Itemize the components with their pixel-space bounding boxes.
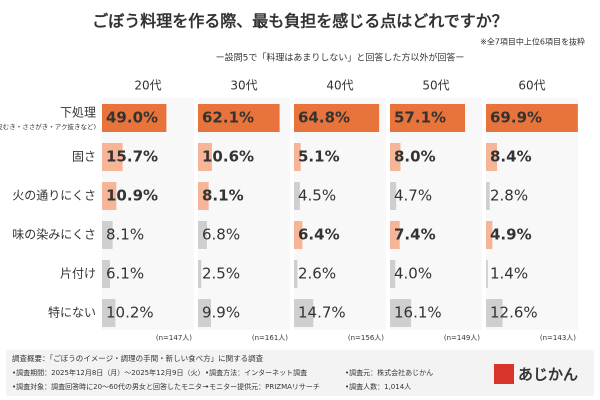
- value-label: 57.1%: [394, 109, 446, 127]
- bar: [486, 143, 498, 171]
- sample-size: (n=156人): [348, 334, 384, 342]
- value-label: 15.7%: [106, 148, 158, 166]
- value-label: 12.6%: [490, 304, 538, 322]
- sample-size: (n=161人): [252, 334, 288, 342]
- footer-item: •調査元：株式会社あじかん: [345, 368, 433, 377]
- value-label: 4.7%: [394, 187, 432, 205]
- bar: [102, 299, 116, 327]
- value-label: 2.8%: [490, 187, 528, 205]
- value-label: 8.1%: [106, 226, 144, 244]
- footer-box: [6, 350, 594, 396]
- bar: [486, 260, 488, 288]
- bar: [390, 221, 400, 249]
- value-label: 62.1%: [202, 109, 254, 127]
- footer-item: •調査方法：インターネット調査: [205, 368, 307, 377]
- title: ごぼう料理を作る際、最も負担を感じる点はどれですか？: [92, 12, 508, 31]
- subtitle: ー設問5で「料理はあまりしない」と回答した方以外が回答ー: [216, 52, 465, 64]
- bar: [102, 260, 111, 288]
- bar: [294, 143, 301, 171]
- bar: [390, 260, 396, 288]
- panel-title: 60代: [518, 79, 545, 93]
- bar: [102, 182, 117, 210]
- bar: [294, 104, 380, 132]
- logo: あじかん: [518, 366, 578, 384]
- value-label: 14.7%: [298, 304, 346, 322]
- value-label: 6.1%: [106, 265, 144, 283]
- category-note: (皮むき・ささがき・アク抜きなど): [0, 122, 96, 131]
- category-label: 片付け: [60, 267, 96, 281]
- category-label: 固さ: [72, 150, 96, 164]
- footer-item: •調査期間：2025年12月8日（月）～2025年12月9日（火）: [12, 368, 204, 377]
- bar: [198, 182, 209, 210]
- sample-size: (n=149人): [444, 334, 480, 342]
- bar: [390, 299, 412, 327]
- bar: [390, 104, 466, 132]
- panel-title: 20代: [134, 79, 161, 93]
- value-label: 5.1%: [298, 148, 340, 166]
- bar: [102, 143, 123, 171]
- value-label: 64.8%: [298, 109, 350, 127]
- sample-size: (n=147人): [156, 334, 192, 342]
- bar: [198, 260, 202, 288]
- value-label: 1.4%: [490, 265, 528, 283]
- bar: [486, 104, 578, 132]
- panel-bg: [390, 98, 482, 330]
- value-label: 8.0%: [394, 148, 436, 166]
- bar: [102, 221, 113, 249]
- category-label: 火の通りにくさ: [12, 189, 96, 203]
- value-label: 4.0%: [394, 265, 432, 283]
- value-label: 10.9%: [106, 187, 158, 205]
- footer-item: •モニター提供元：PRIZMAリサーチ: [205, 382, 320, 391]
- value-label: 69.9%: [490, 109, 542, 127]
- category-label: 味の染みにくさ: [12, 227, 96, 242]
- value-label: 49.0%: [106, 109, 158, 127]
- bar: [486, 182, 490, 210]
- panel-title: 50代: [422, 79, 449, 93]
- value-label: 7.4%: [394, 226, 436, 244]
- value-label: 6.8%: [202, 226, 240, 244]
- bar: [198, 221, 207, 249]
- bar: [198, 104, 280, 132]
- value-label: 8.1%: [202, 187, 244, 205]
- value-label: 2.5%: [202, 265, 240, 283]
- value-label: 10.2%: [106, 304, 154, 322]
- bar: [294, 299, 314, 327]
- category-label: 特にない: [48, 305, 96, 320]
- value-label: 4.5%: [298, 187, 336, 205]
- value-label: 4.9%: [490, 226, 532, 244]
- panel-title: 40代: [326, 79, 353, 93]
- value-label: 10.6%: [202, 148, 254, 166]
- bar: [390, 182, 397, 210]
- bar: [486, 221, 493, 249]
- panel-bg: [294, 98, 386, 330]
- footer-item: •調査対象：調査回答時に20～60代の男女と回答したモニター: [12, 382, 209, 391]
- panel-bg: [102, 98, 194, 330]
- bar: [390, 143, 401, 171]
- bar: [198, 299, 212, 327]
- note: ※全7項目中上位6項目を抜粋: [480, 37, 585, 47]
- bar: [294, 182, 300, 210]
- footer-item: •調査人数：1,014人: [345, 382, 411, 391]
- bar: [294, 221, 303, 249]
- value-label: 2.6%: [298, 265, 336, 283]
- panel-bg: [486, 98, 578, 330]
- panel-bg: [198, 98, 290, 330]
- value-label: 9.9%: [202, 304, 240, 322]
- category-label: 下処理: [60, 106, 96, 120]
- value-label: 16.1%: [394, 304, 442, 322]
- footer-heading: 調査概要：「ごぼうのイメージ・調理の手間・新しい食べ方」に関する調査: [12, 353, 264, 363]
- logo-icon: [494, 364, 514, 384]
- value-label: 6.4%: [298, 226, 340, 244]
- value-label: 8.4%: [490, 148, 532, 166]
- bar: [198, 143, 212, 171]
- panel-title: 30代: [230, 79, 257, 93]
- sample-size: (n=143人): [540, 334, 576, 342]
- bar: [294, 260, 298, 288]
- bar: [102, 104, 167, 132]
- bar: [486, 299, 503, 327]
